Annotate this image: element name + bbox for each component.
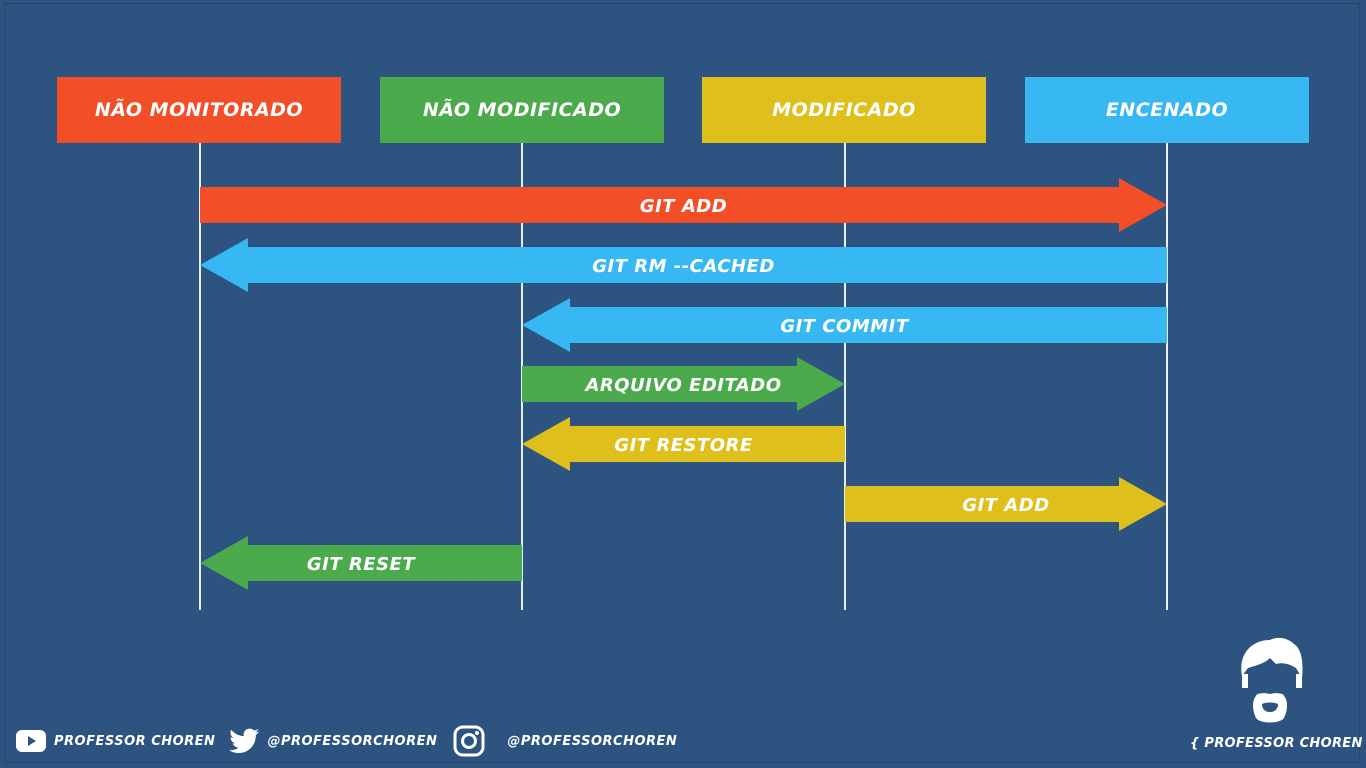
arrow-shape (845, 477, 1167, 531)
state-box-4: ENCENADO (1025, 77, 1309, 143)
state-box-1: NÃO MONITORADO (57, 77, 341, 143)
lifeline-1 (199, 143, 201, 610)
state-label: MODIFICADO (772, 99, 916, 121)
transition-arrow-1: GIT ADD (200, 178, 1167, 232)
social-footer: PROFESSOR CHOREN @PROFESSORCHOREN @PROFE… (16, 725, 678, 757)
transition-arrow-2: GIT RM --CACHED (200, 238, 1167, 292)
arrow-shape (200, 238, 1167, 292)
arrow-label: GIT ADD (640, 196, 727, 217)
transition-arrow-5: GIT RESTORE (522, 417, 845, 471)
transition-arrow-4: ARQUIVO EDITADO (522, 357, 845, 411)
arrow-label: GIT COMMIT (780, 316, 910, 337)
youtube-icon[interactable] (16, 730, 46, 752)
instagram-icon[interactable] (453, 725, 485, 757)
state-box-3: MODIFICADO (702, 77, 986, 143)
state-box-2: NÃO MODIFICADO (380, 77, 664, 143)
transition-arrow-3: GIT COMMIT (522, 298, 1167, 352)
transition-arrow-7: GIT RESET (200, 536, 522, 590)
arrow-label: GIT RESTORE (614, 435, 753, 456)
arrow-label: GIT RM --CACHED (592, 256, 775, 277)
state-label: NÃO MONITORADO (94, 99, 304, 121)
arrow-shape (200, 178, 1167, 232)
state-label: ENCENADO (1105, 99, 1229, 121)
professor-face-icon (1241, 637, 1303, 723)
arrow-shape (522, 298, 1167, 352)
brand-logo: { PROFESSOR CHOREN } (1190, 634, 1366, 760)
lifeline-3 (844, 143, 846, 610)
state-label: NÃO MODIFICADO (422, 99, 622, 121)
arrow-label: ARQUIVO EDITADO (583, 375, 781, 396)
instagram-handle-text[interactable]: @PROFESSORCHOREN (507, 733, 678, 749)
twitter-icon[interactable] (229, 728, 260, 754)
brand-name: { PROFESSOR CHOREN } (1190, 736, 1366, 751)
arrow-shape (522, 417, 845, 471)
arrow-shape (522, 357, 845, 411)
arrow-label: GIT RESET (307, 554, 416, 575)
twitter-handle-text[interactable]: @PROFESSORCHOREN (267, 733, 438, 749)
lifeline-4 (1166, 143, 1168, 610)
youtube-channel-text[interactable]: PROFESSOR CHOREN (54, 733, 216, 749)
arrow-shape (200, 536, 522, 590)
arrow-label: GIT ADD (962, 495, 1049, 516)
transition-arrow-6: GIT ADD (845, 477, 1167, 531)
